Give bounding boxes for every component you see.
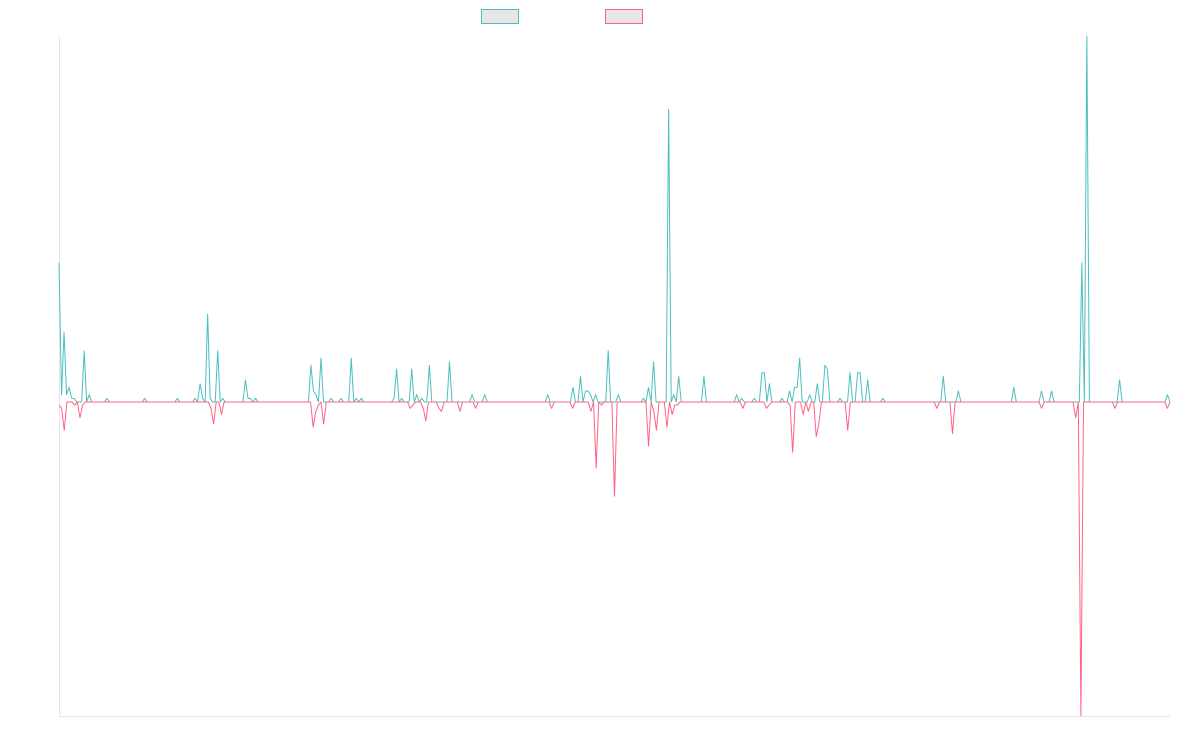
legend-swatch-series-2[interactable] bbox=[605, 9, 643, 24]
series-line-2 bbox=[58, 401, 1171, 717]
legend-swatch-series-1[interactable] bbox=[481, 9, 519, 24]
legend bbox=[0, 9, 1200, 27]
series-line-1 bbox=[58, 35, 1171, 403]
